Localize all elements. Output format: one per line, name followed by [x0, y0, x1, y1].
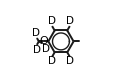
Text: D: D [32, 45, 40, 55]
Text: D: D [65, 56, 73, 66]
Text: O: O [39, 36, 48, 46]
Text: D: D [48, 56, 56, 66]
Text: D: D [48, 16, 56, 26]
Text: D: D [42, 44, 50, 54]
Text: D: D [32, 28, 40, 38]
Text: D: D [65, 16, 73, 26]
